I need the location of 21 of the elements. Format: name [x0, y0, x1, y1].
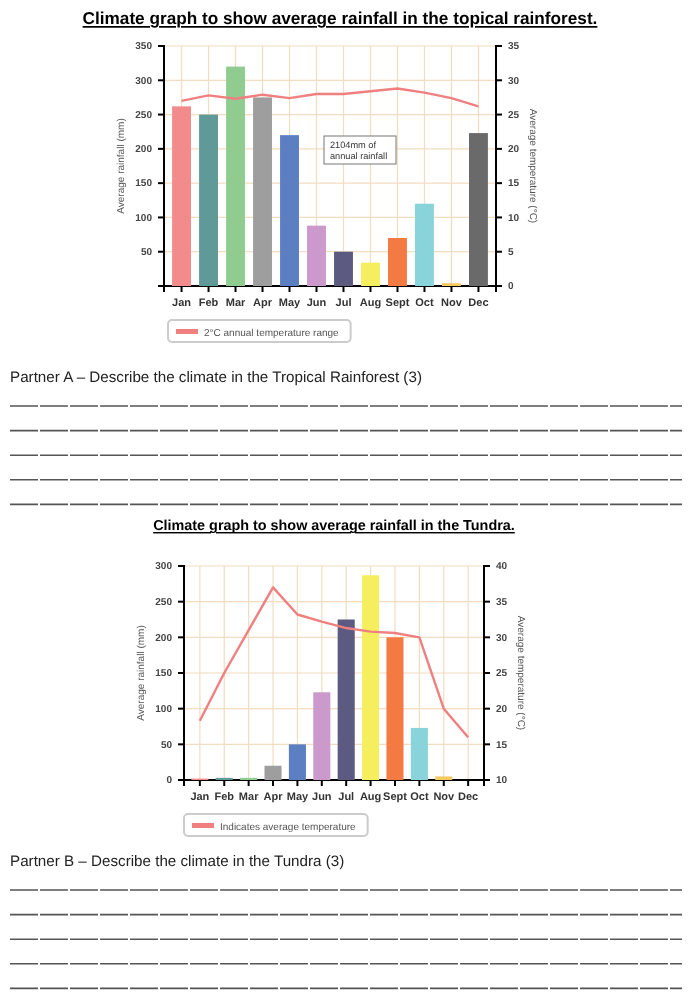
bar [172, 106, 191, 286]
bar [313, 692, 331, 780]
bar [226, 66, 245, 286]
bar [280, 135, 299, 286]
bar [337, 619, 355, 780]
bar [199, 114, 218, 286]
line-series [180, 87, 480, 108]
bar [361, 262, 380, 286]
chart-title: Climate graph to show average rainfall in the topical rainforest. [82, 8, 598, 28]
bar [362, 575, 380, 780]
bar [307, 225, 326, 286]
bar [415, 203, 434, 286]
bar [288, 744, 306, 780]
bar [253, 97, 272, 286]
bar [334, 251, 353, 286]
bar [469, 133, 488, 286]
bar [410, 727, 428, 780]
bar [264, 765, 282, 780]
bar [388, 238, 407, 286]
bar [386, 637, 404, 780]
line-series [198, 586, 470, 739]
